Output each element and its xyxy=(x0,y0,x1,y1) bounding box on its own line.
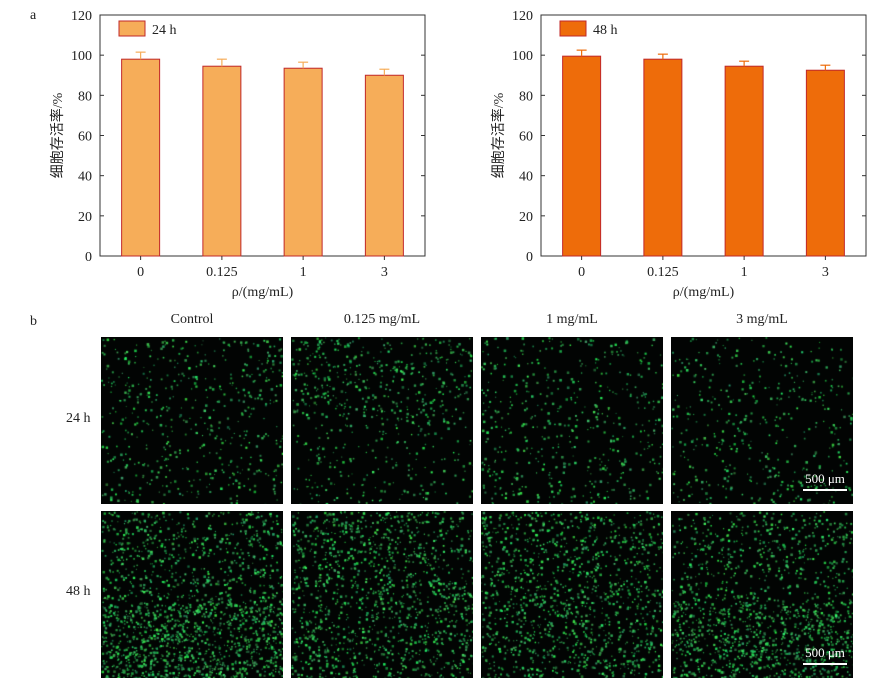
legend-swatch xyxy=(118,20,146,37)
x-tick-label: 3 xyxy=(381,265,388,280)
bar xyxy=(121,58,161,257)
scale-bar-48h: 500 μm xyxy=(803,645,847,665)
y-tick-label: 80 xyxy=(78,89,92,104)
bar xyxy=(202,65,242,257)
x-axis-label: ρ/(mg/mL) xyxy=(673,285,735,300)
y-tick-label: 0 xyxy=(526,250,533,265)
y-tick-label: 120 xyxy=(512,9,533,24)
bar xyxy=(643,58,683,257)
panel-label-b: b xyxy=(30,314,37,329)
x-axis-label: ρ/(mg/mL) xyxy=(232,285,294,300)
scale-bar-24h: 500 μm xyxy=(803,471,847,491)
x-tick-label: 0 xyxy=(137,265,144,280)
y-tick-label: 60 xyxy=(519,130,533,145)
scale-bar-line-48h xyxy=(803,663,847,665)
micrograph-24h-control xyxy=(101,337,283,504)
x-tick-label: 0.125 xyxy=(206,265,238,280)
y-tick-label: 40 xyxy=(78,170,92,185)
micrograph-24h-0125 xyxy=(291,337,473,504)
y-tick-label: 60 xyxy=(78,130,92,145)
y-tick-label: 0 xyxy=(85,250,92,265)
y-tick-label: 20 xyxy=(78,210,92,225)
row-title-48h: 48 h xyxy=(66,584,91,599)
micrograph-48h-3: 500 μm xyxy=(671,511,853,678)
micrograph-48h-1 xyxy=(481,511,663,678)
scale-bar-label-48h: 500 μm xyxy=(805,645,845,660)
micrograph-24h-1 xyxy=(481,337,663,504)
y-tick-label: 80 xyxy=(519,89,533,104)
y-tick-label: 100 xyxy=(512,49,533,64)
y-tick-label: 120 xyxy=(71,9,92,24)
x-tick-label: 0 xyxy=(578,265,585,280)
bar xyxy=(562,55,602,257)
y-tick-label: 20 xyxy=(519,210,533,225)
bar xyxy=(283,67,323,257)
x-tick-label: 1 xyxy=(300,265,307,280)
column-title-control: Control xyxy=(170,312,214,327)
row-title-24h: 24 h xyxy=(66,411,91,426)
bar-chart-24h: 0 20 40 60 80 100 120 0 0.125 1 3 ρ/(mg/mL) 细胞存活率/% 2… xyxy=(49,9,426,300)
bar xyxy=(724,65,764,257)
bar xyxy=(805,69,845,257)
micrograph-48h-control xyxy=(101,511,283,678)
column-title-1: 1 mg/mL xyxy=(546,312,598,327)
y-axis-label: 细胞存活率/% xyxy=(490,92,507,178)
bar-chart-48h: 0 20 40 60 80 100 120 0 0.125 1 3 ρ/(mg/mL) 细胞存活率/% 4… xyxy=(490,9,867,300)
micrograph-24h-3: 500 μm xyxy=(671,337,853,504)
bar xyxy=(364,74,404,257)
scale-bar-line-24h xyxy=(803,489,847,491)
micrograph-48h-0125 xyxy=(291,511,473,678)
x-tick-label: 0.125 xyxy=(647,265,679,280)
legend-label: 24 h xyxy=(152,23,177,38)
x-tick-label: 3 xyxy=(822,265,829,280)
y-axis-label: 细胞存活率/% xyxy=(49,92,66,178)
legend-swatch xyxy=(559,20,587,37)
y-tick-label: 100 xyxy=(71,49,92,64)
y-tick-label: 40 xyxy=(519,170,533,185)
column-title-0125: 0.125 mg/mL xyxy=(343,312,421,327)
legend-label: 48 h xyxy=(593,23,618,38)
column-title-3: 3 mg/mL xyxy=(736,312,788,327)
x-tick-label: 1 xyxy=(741,265,748,280)
panel-label-a: a xyxy=(30,8,37,23)
scale-bar-label-24h: 500 μm xyxy=(805,471,845,486)
